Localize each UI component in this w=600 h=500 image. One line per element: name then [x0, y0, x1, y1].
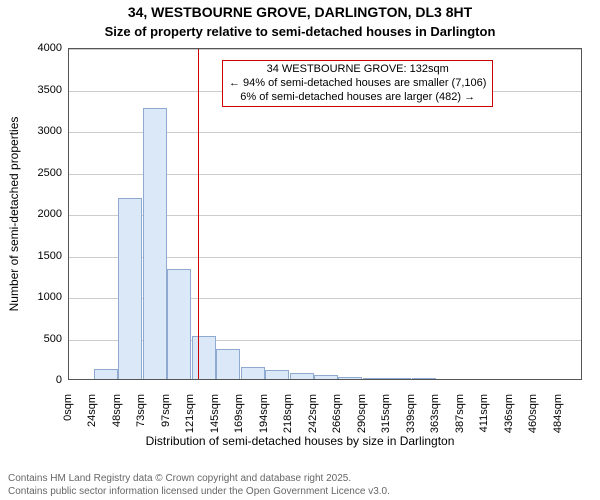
histogram-bar — [363, 378, 387, 379]
histogram-bar — [412, 378, 436, 379]
histogram-bar — [290, 373, 314, 379]
annotation-line-3: 6% of semi-detached houses are larger (4… — [229, 91, 486, 105]
marker-line — [198, 49, 199, 379]
histogram-bar — [216, 349, 240, 379]
histogram-bar — [167, 269, 191, 379]
property-size-chart: 34, WESTBOURNE GROVE, DARLINGTON, DL3 8H… — [0, 0, 600, 500]
y-tick-label: 0 — [0, 374, 62, 386]
histogram-bar — [265, 370, 289, 379]
histogram-bar — [387, 378, 411, 379]
x-axis-label: Distribution of semi-detached houses by … — [0, 434, 600, 448]
histogram-bar — [314, 375, 338, 379]
footer-attribution: Contains HM Land Registry data © Crown c… — [8, 473, 390, 498]
y-tick-label: 2000 — [0, 208, 62, 220]
histogram-bar — [241, 367, 265, 379]
histogram-bar — [118, 198, 142, 379]
y-tick-label: 3500 — [0, 84, 62, 96]
histogram-bar — [192, 336, 216, 379]
y-tick-label: 4000 — [0, 42, 62, 54]
annotation-line-1: 34 WESTBOURNE GROVE: 132sqm — [229, 63, 486, 77]
annotation-line-2: ← 94% of semi-detached houses are smalle… — [229, 77, 486, 91]
histogram-bar — [94, 369, 118, 379]
footer-line-1: Contains HM Land Registry data © Crown c… — [8, 473, 390, 486]
histogram-bar — [143, 108, 167, 379]
histogram-bar — [338, 377, 362, 379]
y-tick-label: 1500 — [0, 250, 62, 262]
footer-line-2: Contains public sector information licen… — [8, 486, 390, 499]
chart-title: 34, WESTBOURNE GROVE, DARLINGTON, DL3 8H… — [0, 4, 600, 20]
y-tick-label: 3000 — [0, 125, 62, 137]
y-tick-label: 500 — [0, 333, 62, 345]
annotation-box: 34 WESTBOURNE GROVE: 132sqm ← 94% of sem… — [222, 60, 493, 107]
y-tick-label: 1000 — [0, 291, 62, 303]
y-tick-label: 2500 — [0, 167, 62, 179]
chart-subtitle: Size of property relative to semi-detach… — [0, 24, 600, 39]
